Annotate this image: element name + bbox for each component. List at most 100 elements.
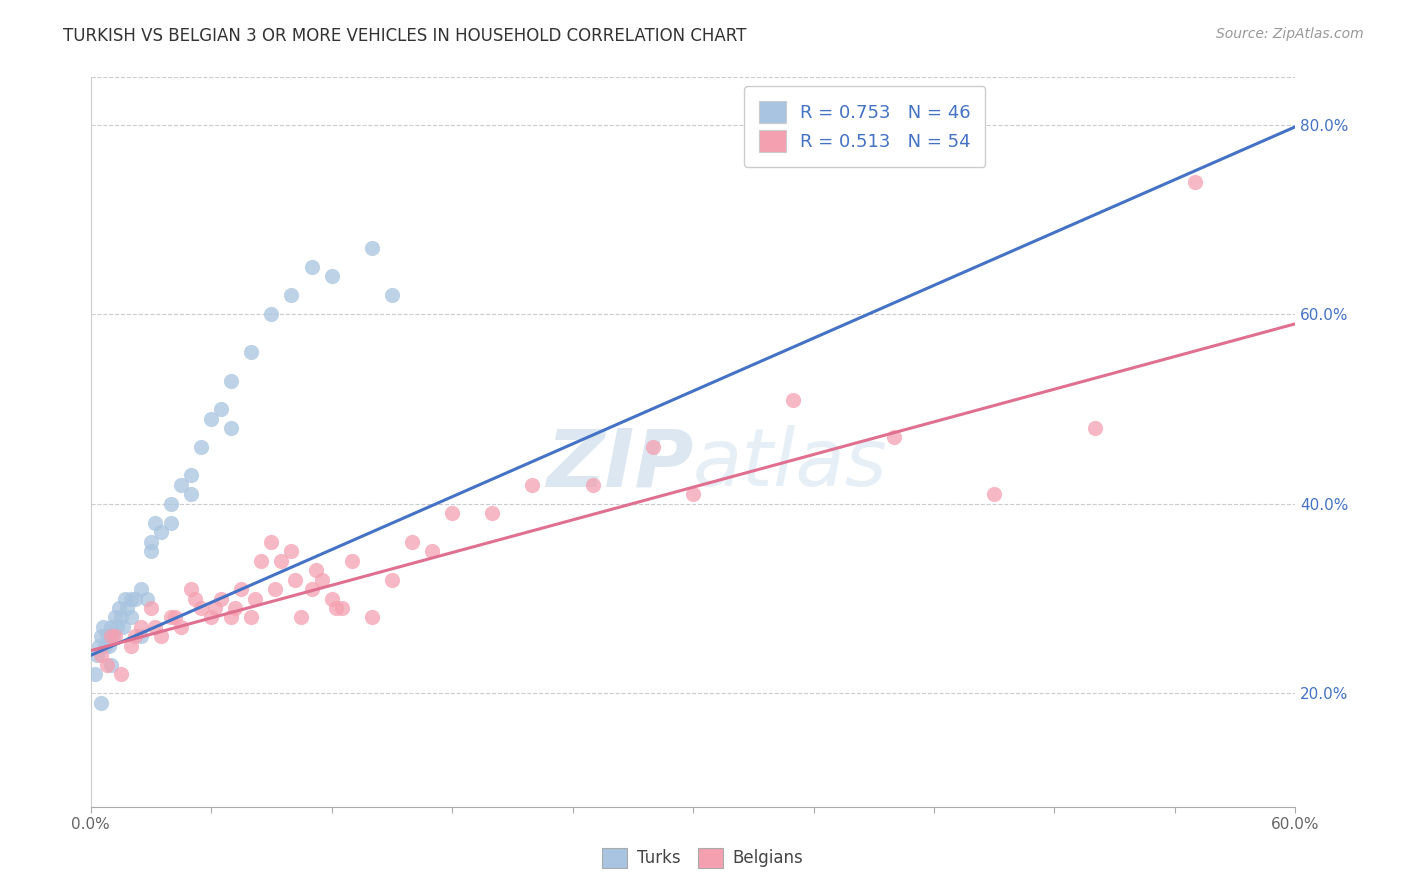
- Point: [311, 573, 333, 587]
- Point: [111, 620, 134, 634]
- Point: [129, 582, 152, 596]
- Point: [90, 648, 112, 663]
- Point: [1184, 175, 1206, 189]
- Point: [381, 288, 404, 302]
- Point: [441, 506, 464, 520]
- Point: [124, 629, 146, 643]
- Point: [321, 591, 343, 606]
- Point: [149, 629, 172, 643]
- Point: [190, 440, 212, 454]
- Text: ZIP: ZIP: [546, 425, 693, 503]
- Point: [83, 667, 105, 681]
- Point: [115, 601, 138, 615]
- Point: [340, 554, 363, 568]
- Point: [240, 610, 263, 624]
- Point: [180, 487, 202, 501]
- Legend: Turks, Belgians: Turks, Belgians: [596, 841, 810, 875]
- Point: [120, 591, 142, 606]
- Point: [90, 629, 112, 643]
- Point: [360, 610, 382, 624]
- Point: [360, 241, 382, 255]
- Point: [231, 582, 253, 596]
- Point: [139, 544, 162, 558]
- Point: [301, 260, 323, 274]
- Point: [1084, 421, 1107, 435]
- Point: [180, 582, 202, 596]
- Point: [110, 610, 132, 624]
- Point: [180, 468, 202, 483]
- Point: [184, 591, 207, 606]
- Point: [209, 402, 232, 417]
- Point: [90, 696, 112, 710]
- Point: [93, 639, 115, 653]
- Point: [304, 563, 326, 577]
- Point: [224, 601, 246, 615]
- Point: [104, 610, 127, 624]
- Point: [129, 629, 152, 643]
- Point: [250, 554, 273, 568]
- Point: [284, 573, 307, 587]
- Point: [100, 620, 122, 634]
- Point: [209, 591, 232, 606]
- Point: [301, 582, 323, 596]
- Point: [401, 534, 423, 549]
- Point: [582, 478, 605, 492]
- Point: [87, 639, 110, 653]
- Point: [160, 610, 183, 624]
- Point: [96, 629, 118, 643]
- Point: [86, 648, 108, 663]
- Point: [124, 591, 146, 606]
- Point: [105, 620, 128, 634]
- Point: [883, 430, 905, 444]
- Point: [190, 601, 212, 615]
- Point: [97, 639, 120, 653]
- Point: [135, 591, 157, 606]
- Text: TURKISH VS BELGIAN 3 OR MORE VEHICLES IN HOUSEHOLD CORRELATION CHART: TURKISH VS BELGIAN 3 OR MORE VEHICLES IN…: [63, 27, 747, 45]
- Point: [107, 601, 129, 615]
- Point: [96, 657, 118, 672]
- Point: [139, 534, 162, 549]
- Point: [163, 610, 186, 624]
- Point: [200, 411, 222, 425]
- Text: Source: ZipAtlas.com: Source: ZipAtlas.com: [1216, 27, 1364, 41]
- Point: [160, 497, 183, 511]
- Point: [240, 345, 263, 359]
- Point: [321, 269, 343, 284]
- Point: [200, 610, 222, 624]
- Point: [280, 544, 302, 558]
- Point: [481, 506, 503, 520]
- Point: [325, 601, 347, 615]
- Point: [522, 478, 544, 492]
- Point: [170, 620, 193, 634]
- Point: [264, 582, 287, 596]
- Point: [143, 516, 166, 530]
- Point: [641, 440, 664, 454]
- Point: [101, 629, 124, 643]
- Point: [100, 629, 122, 643]
- Point: [219, 421, 242, 435]
- Point: [782, 392, 804, 407]
- Point: [160, 516, 183, 530]
- Point: [245, 591, 267, 606]
- Point: [260, 534, 283, 549]
- Point: [120, 639, 142, 653]
- Point: [682, 487, 704, 501]
- Point: [260, 307, 283, 321]
- Point: [330, 601, 353, 615]
- Point: [143, 620, 166, 634]
- Legend: R = 0.753   N = 46, R = 0.513   N = 54: R = 0.753 N = 46, R = 0.513 N = 54: [744, 87, 986, 167]
- Point: [100, 657, 122, 672]
- Point: [219, 374, 242, 388]
- Point: [290, 610, 312, 624]
- Text: atlas: atlas: [693, 425, 887, 503]
- Point: [129, 620, 152, 634]
- Point: [983, 487, 1005, 501]
- Point: [110, 667, 132, 681]
- Point: [149, 525, 172, 540]
- Point: [270, 554, 292, 568]
- Point: [104, 629, 127, 643]
- Point: [204, 601, 226, 615]
- Point: [420, 544, 443, 558]
- Point: [280, 288, 302, 302]
- Point: [219, 610, 242, 624]
